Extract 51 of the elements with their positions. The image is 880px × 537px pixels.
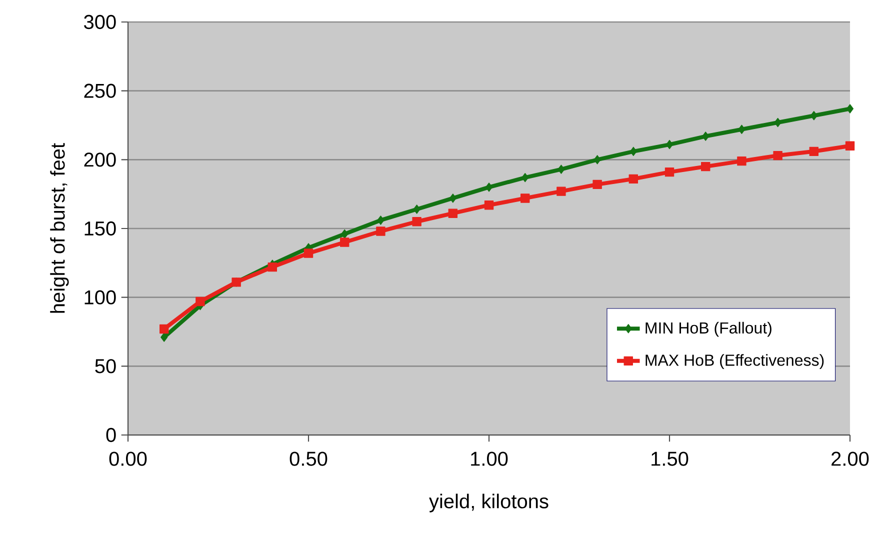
point [809, 146, 819, 156]
point [341, 229, 348, 239]
point [160, 332, 168, 342]
point [594, 155, 601, 164]
x-tick-label: 0.50 [290, 452, 328, 466]
point [449, 194, 456, 203]
point [738, 124, 746, 134]
point [485, 182, 493, 192]
point [448, 208, 458, 218]
y-tick-label: 0 [106, 428, 116, 442]
y-tick-label: 300 [84, 14, 116, 30]
x-axis-title: yield, kilotons [429, 494, 548, 512]
y-tick-label: 50 [95, 359, 116, 374]
point [413, 204, 420, 214]
x-tick-label: 1.00 [471, 452, 508, 466]
point [520, 194, 530, 203]
point [773, 150, 782, 160]
legend-label: MIN HoB (Fallout) [646, 322, 772, 337]
y-axis-title: height of burst, feet [50, 143, 69, 313]
point [846, 104, 854, 114]
x-tick-label: 2.00 [832, 452, 869, 466]
point [556, 186, 566, 196]
point [592, 180, 602, 190]
point [376, 226, 386, 236]
point [774, 118, 782, 128]
point [377, 216, 384, 225]
point [196, 296, 205, 306]
point [701, 162, 710, 172]
point [340, 238, 350, 247]
y-tick-label: 250 [84, 84, 116, 98]
point [412, 217, 422, 226]
y-tick-label: 150 [84, 221, 116, 236]
point [810, 111, 818, 120]
point [628, 174, 638, 184]
point [522, 172, 529, 182]
y-tick-label: 100 [84, 290, 116, 304]
point [702, 132, 710, 141]
x-tick-label: 0.00 [109, 452, 147, 466]
point [845, 141, 855, 151]
point [630, 146, 637, 156]
point [304, 248, 314, 258]
point [268, 262, 278, 272]
point [666, 140, 674, 150]
y-tick-label: 200 [84, 152, 116, 167]
x-tick-label: 1.50 [652, 452, 688, 466]
point [484, 200, 494, 210]
point [558, 164, 565, 174]
point [160, 324, 169, 334]
point [664, 167, 674, 177]
legend-label: MAX HoB (Effectiveness) [646, 354, 824, 370]
point [737, 156, 746, 166]
